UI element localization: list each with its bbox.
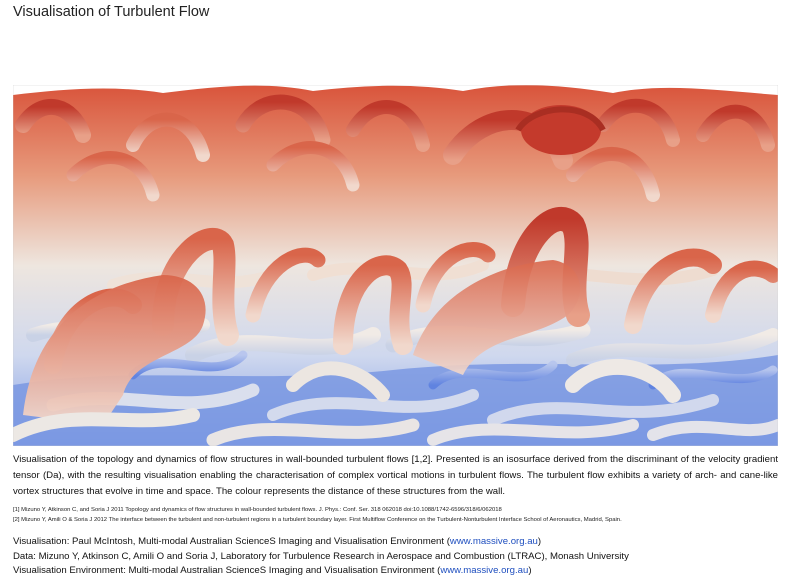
visualisation-credit-text: Visualisation: Paul McIntosh, Multi-moda… xyxy=(13,536,450,547)
page-title: Visualisation of Turbulent Flow xyxy=(13,4,210,20)
references: [1] Mizuno Y, Atkinson C, and Soria J 20… xyxy=(13,505,783,525)
visualisation-credit: Visualisation: Paul McIntosh, Multi-moda… xyxy=(13,535,629,550)
reference-2: [2] Mizuno Y, Amili O & Soria J 2012 The… xyxy=(13,517,622,523)
visualisation-credit-close: ) xyxy=(537,536,542,547)
credits: Visualisation: Paul McIntosh, Multi-moda… xyxy=(13,535,629,579)
reference-1: [1] Mizuno Y, Atkinson C, and Soria J 20… xyxy=(13,507,502,513)
visualisation-link[interactable]: www.massive.org.au xyxy=(449,536,538,547)
environment-link[interactable]: www.massive.org.au xyxy=(440,565,529,576)
environment-credit-text: Visualisation Environment: Multi-modal A… xyxy=(13,565,441,576)
figure-description: Visualisation of the topology and dynami… xyxy=(13,454,778,497)
vortex-isosurface-render xyxy=(13,85,778,446)
data-credit: Data: Mizuno Y, Atkinson C, Amili O and … xyxy=(13,550,629,562)
environment-credit: Visualisation Environment: Multi-modal A… xyxy=(13,564,629,579)
environment-credit-close: ) xyxy=(528,565,532,576)
turbulent-flow-image xyxy=(13,85,778,446)
